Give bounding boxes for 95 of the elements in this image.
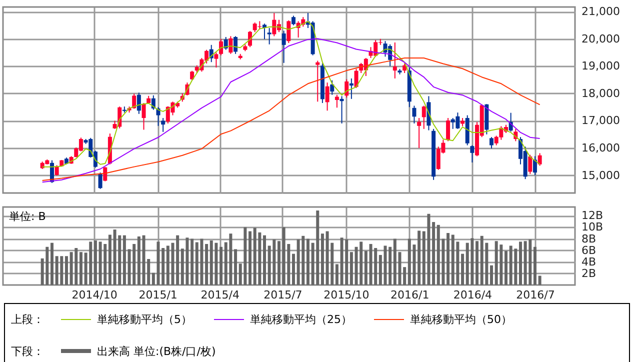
candlestick xyxy=(291,15,296,26)
bar xyxy=(205,244,208,285)
y-tick-label: 18,000 xyxy=(582,86,620,100)
bar xyxy=(108,234,112,285)
x-tick-label: 2016/7 xyxy=(516,288,555,302)
bar xyxy=(320,234,324,285)
candlestick xyxy=(532,156,537,176)
candlestick xyxy=(282,30,286,64)
bar xyxy=(461,254,464,285)
y-tick-label: 16,000 xyxy=(582,142,620,154)
legend-label: 単純移動平均（5） xyxy=(97,312,192,326)
bar xyxy=(94,240,97,285)
candlestick xyxy=(142,102,146,130)
bar xyxy=(277,241,280,285)
bar xyxy=(538,276,542,285)
legend-title: 上段： xyxy=(11,312,45,326)
candlestick xyxy=(412,105,416,124)
bar xyxy=(378,254,382,285)
bar xyxy=(122,235,126,285)
bar xyxy=(137,236,140,285)
x-tick-label: 2016/4 xyxy=(453,288,492,302)
y-tick-label: 20,000 xyxy=(582,32,620,46)
candlestick xyxy=(528,154,532,174)
x-tick-label: 2016/1 xyxy=(390,288,430,302)
candlestick xyxy=(330,80,334,96)
candlestick xyxy=(219,38,224,56)
x-tick-label: 2015/7 xyxy=(264,288,302,302)
candlestick xyxy=(470,144,474,163)
candlestick xyxy=(334,94,339,108)
bar xyxy=(518,242,522,285)
bar xyxy=(176,235,180,285)
candlestick xyxy=(417,118,422,148)
bar xyxy=(504,250,508,285)
bar xyxy=(292,254,295,285)
bar xyxy=(234,249,238,285)
y-tick-label: 4B xyxy=(582,255,596,268)
bar xyxy=(220,246,223,285)
bar xyxy=(350,252,353,285)
candlestick xyxy=(228,36,233,54)
candlestick xyxy=(490,136,494,150)
bar xyxy=(533,246,536,285)
y-tick-label: 12B xyxy=(582,209,604,222)
candlestick xyxy=(54,164,59,176)
legend-label: 単純移動平均（25） xyxy=(250,312,352,326)
bar xyxy=(476,241,479,285)
bar xyxy=(263,235,266,285)
legend-label: 単純移動平均（50） xyxy=(410,312,512,326)
candlestick xyxy=(538,152,542,166)
candlestick xyxy=(344,78,349,98)
bar xyxy=(446,233,450,285)
y-tick-label: 8B xyxy=(582,232,596,246)
bar xyxy=(162,248,165,285)
candlestick xyxy=(132,93,136,110)
candlestick xyxy=(392,42,397,79)
candlestick xyxy=(349,78,354,100)
annotation: 単位: B xyxy=(9,210,46,223)
candlestick xyxy=(267,28,272,45)
candlestick xyxy=(446,118,450,142)
candlestick xyxy=(286,20,291,44)
y-tick-label: 21,000 xyxy=(582,5,620,18)
y-tick-label: 10B xyxy=(582,220,604,234)
candlestick xyxy=(325,82,330,112)
bar xyxy=(79,252,82,285)
candlestick xyxy=(161,118,166,132)
y-tick-label: 6B xyxy=(582,244,596,257)
x-tick-label: 2015/1 xyxy=(138,288,178,302)
legend-label: 出来高 単位:(B株/口/枚) xyxy=(97,344,216,358)
bar xyxy=(418,230,421,285)
candlestick xyxy=(190,70,194,81)
bar xyxy=(432,222,436,285)
candlestick xyxy=(316,60,320,102)
bar xyxy=(364,250,368,285)
x-tick-label: 2015/10 xyxy=(324,288,370,302)
y-tick-label: 19,000 xyxy=(582,60,620,73)
y-tick-label: 17,000 xyxy=(582,114,620,128)
candlestick xyxy=(136,92,141,114)
bar xyxy=(306,238,310,285)
x-tick-label: 2015/4 xyxy=(200,288,240,302)
legend-title: 下段： xyxy=(11,344,45,358)
x-tick-label: 2014/10 xyxy=(72,288,118,302)
bar xyxy=(335,264,338,285)
bar xyxy=(403,267,406,285)
bar xyxy=(490,265,494,285)
candlestick xyxy=(422,105,426,130)
y-tick-label: 15,000 xyxy=(582,168,620,182)
bar xyxy=(64,256,68,285)
candlestick xyxy=(214,52,218,68)
y-tick-label: 2B xyxy=(582,266,596,280)
bar xyxy=(50,242,54,285)
bar xyxy=(190,238,194,285)
candlestick xyxy=(234,36,238,54)
candlestick xyxy=(354,68,358,88)
candlestick xyxy=(98,172,102,190)
candlestick xyxy=(340,96,344,124)
bar xyxy=(248,231,252,285)
